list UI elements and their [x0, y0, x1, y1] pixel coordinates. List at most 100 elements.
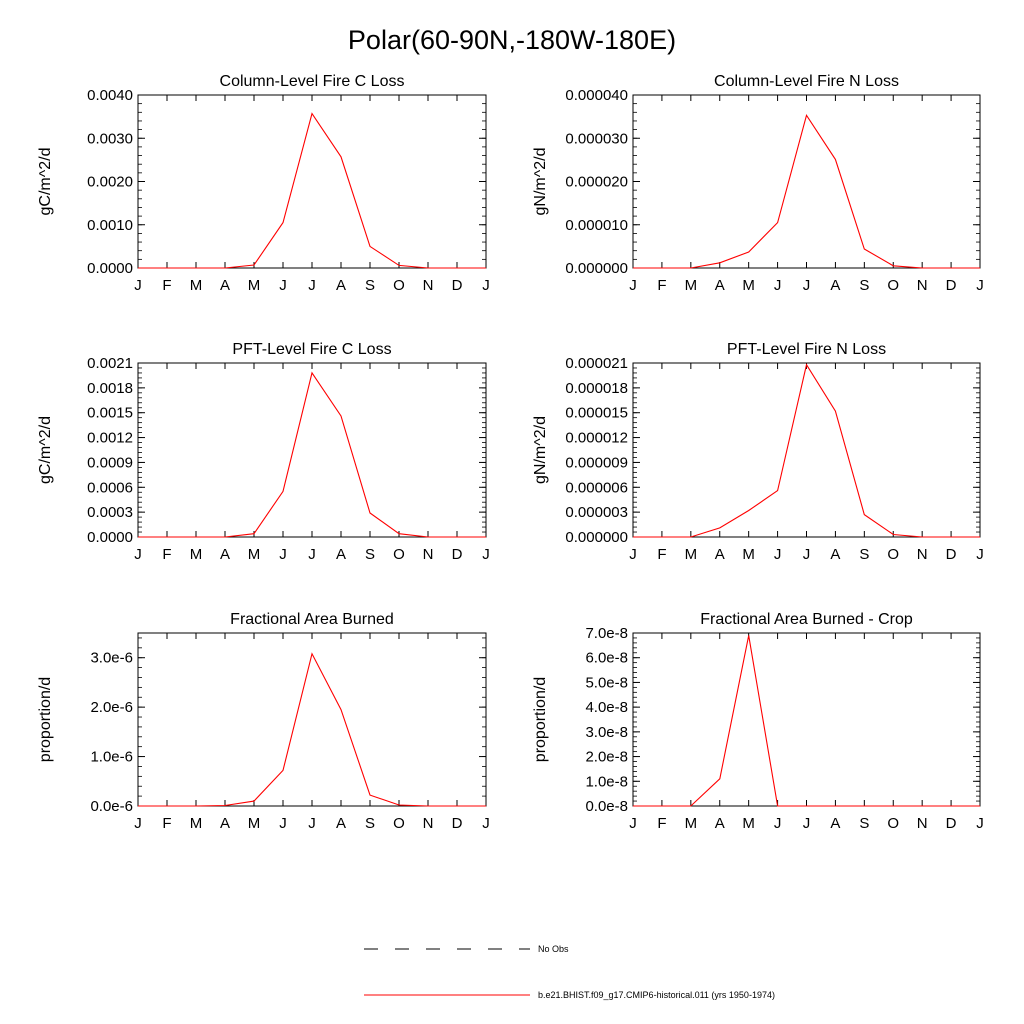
y-tick-label: 0.000010	[565, 217, 628, 234]
x-tick-label: J	[279, 815, 287, 832]
x-tick-label: D	[452, 815, 463, 832]
plot-frame	[137, 94, 487, 269]
y-tick-label: 0.000000	[565, 260, 628, 277]
y-tick-label: 5.0e-8	[585, 674, 628, 691]
x-tick-label: D	[452, 277, 463, 294]
y-tick-label: 0.000015	[565, 405, 628, 422]
y-tick-label: 0.0003	[87, 504, 133, 521]
y-tick-label: 1.0e-8	[585, 773, 628, 790]
y-tick-label: 0.0000	[87, 529, 133, 546]
series-line	[633, 635, 980, 807]
x-tick-label: J	[482, 815, 490, 832]
y-tick-label: 0.000040	[565, 87, 628, 104]
legend-label-model: b.e21.BHIST.f09_g17.CMIP6-historical.011…	[538, 990, 775, 1000]
x-tick-label: A	[220, 815, 230, 832]
x-tick-label: S	[859, 815, 869, 832]
y-tick-label: 0.0040	[87, 87, 133, 104]
x-tick-label: S	[859, 277, 869, 294]
x-tick-label: J	[774, 277, 782, 294]
y-tick-label: 4.0e-8	[585, 699, 628, 716]
x-tick-label: J	[803, 815, 811, 832]
x-tick-label: A	[830, 277, 840, 294]
y-tick-label: 0.000020	[565, 174, 628, 191]
x-tick-label: O	[393, 546, 405, 563]
y-tick-label: 0.000006	[565, 479, 628, 496]
x-tick-label: F	[657, 546, 666, 563]
y-axis-label: proportion/d	[37, 677, 54, 762]
plot-frame	[632, 632, 981, 807]
x-tick-label: A	[220, 546, 230, 563]
y-tick-label: 0.0018	[87, 380, 133, 397]
x-tick-label: N	[917, 815, 928, 832]
x-tick-label: J	[134, 546, 142, 563]
x-tick-label: A	[715, 277, 725, 294]
x-tick-label: J	[134, 815, 142, 832]
series-line	[138, 652, 486, 807]
x-tick-label: A	[830, 546, 840, 563]
x-tick-label: F	[162, 815, 171, 832]
x-tick-label: F	[162, 546, 171, 563]
x-tick-label: N	[917, 546, 928, 563]
y-tick-label: 0.0021	[87, 355, 133, 372]
x-tick-label: J	[629, 815, 637, 832]
y-tick-label: 0.000030	[565, 130, 628, 147]
x-tick-label: J	[134, 277, 142, 294]
y-tick-label: 0.0015	[87, 405, 133, 422]
y-tick-label: 7.0e-8	[585, 625, 628, 642]
series-line	[633, 113, 980, 269]
legend: No Obs b.e21.BHIST.f09_g17.CMIP6-histori…	[364, 944, 775, 1000]
panel-title: Column-Level Fire C Loss	[220, 73, 405, 90]
x-tick-label: A	[830, 815, 840, 832]
x-tick-label: O	[393, 815, 405, 832]
y-tick-label: 0.000021	[565, 355, 628, 372]
y-tick-label: 3.0e-8	[585, 724, 628, 741]
x-tick-label: J	[279, 277, 287, 294]
y-tick-label: 0.0e-6	[90, 798, 133, 815]
x-tick-label: J	[803, 546, 811, 563]
y-tick-label: 0.000018	[565, 380, 628, 397]
plot-frame	[632, 94, 981, 269]
panel-title: Column-Level Fire N Loss	[714, 73, 899, 90]
x-tick-label: J	[976, 546, 984, 563]
x-tick-label: J	[774, 546, 782, 563]
x-tick-label: A	[336, 815, 346, 832]
x-tick-label: M	[742, 546, 755, 563]
y-axis-label: gC/m^2/d	[37, 416, 54, 484]
x-tick-label: F	[657, 815, 666, 832]
x-tick-label: S	[859, 546, 869, 563]
y-axis-label: gN/m^2/d	[532, 416, 549, 484]
x-tick-label: O	[393, 277, 405, 294]
x-tick-label: A	[715, 546, 725, 563]
x-tick-label: F	[657, 277, 666, 294]
plot-frame	[137, 362, 487, 538]
y-tick-label: 2.0e-8	[585, 749, 628, 766]
chart-panel-6: Fractional Area Burned - Crop proportion/…	[532, 611, 984, 832]
x-tick-label: M	[248, 546, 261, 563]
y-tick-label: 3.0e-6	[90, 650, 133, 667]
x-tick-label: J	[976, 815, 984, 832]
x-tick-label: M	[742, 277, 755, 294]
y-tick-label: 1.0e-6	[90, 749, 133, 766]
figure-title: Polar(60-90N,-180W-180E)	[348, 25, 676, 55]
x-tick-label: J	[482, 546, 490, 563]
series-line	[138, 112, 486, 269]
x-tick-label: S	[365, 546, 375, 563]
y-tick-label: 0.0006	[87, 479, 133, 496]
x-tick-label: M	[190, 546, 203, 563]
x-tick-label: M	[742, 815, 755, 832]
x-tick-label: N	[917, 277, 928, 294]
x-tick-label: M	[685, 815, 698, 832]
y-tick-label: 2.0e-6	[90, 699, 133, 716]
x-tick-label: J	[629, 277, 637, 294]
y-tick-label: 0.000009	[565, 454, 628, 471]
y-tick-label: 0.0012	[87, 430, 133, 447]
x-tick-label: J	[803, 277, 811, 294]
y-tick-label: 0.0020	[87, 174, 133, 191]
x-tick-label: N	[423, 546, 434, 563]
x-tick-label: J	[774, 815, 782, 832]
